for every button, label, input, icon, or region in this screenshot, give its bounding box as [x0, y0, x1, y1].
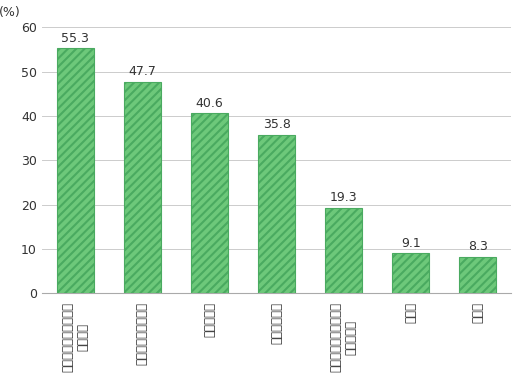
Bar	[392, 253, 429, 293]
Text: 8.3: 8.3	[468, 240, 488, 253]
Bar	[191, 113, 228, 293]
Bar	[325, 208, 362, 293]
Bar	[57, 48, 94, 293]
Bar	[124, 82, 161, 293]
Text: (%): (%)	[0, 6, 21, 19]
Text: 9.1: 9.1	[401, 237, 421, 249]
Bar	[460, 257, 496, 293]
Text: 19.3: 19.3	[330, 191, 357, 204]
Text: 55.3: 55.3	[61, 32, 89, 45]
Text: 40.6: 40.6	[195, 97, 223, 110]
Text: 35.8: 35.8	[263, 118, 291, 131]
Bar	[258, 135, 295, 293]
Text: 47.7: 47.7	[128, 65, 156, 78]
